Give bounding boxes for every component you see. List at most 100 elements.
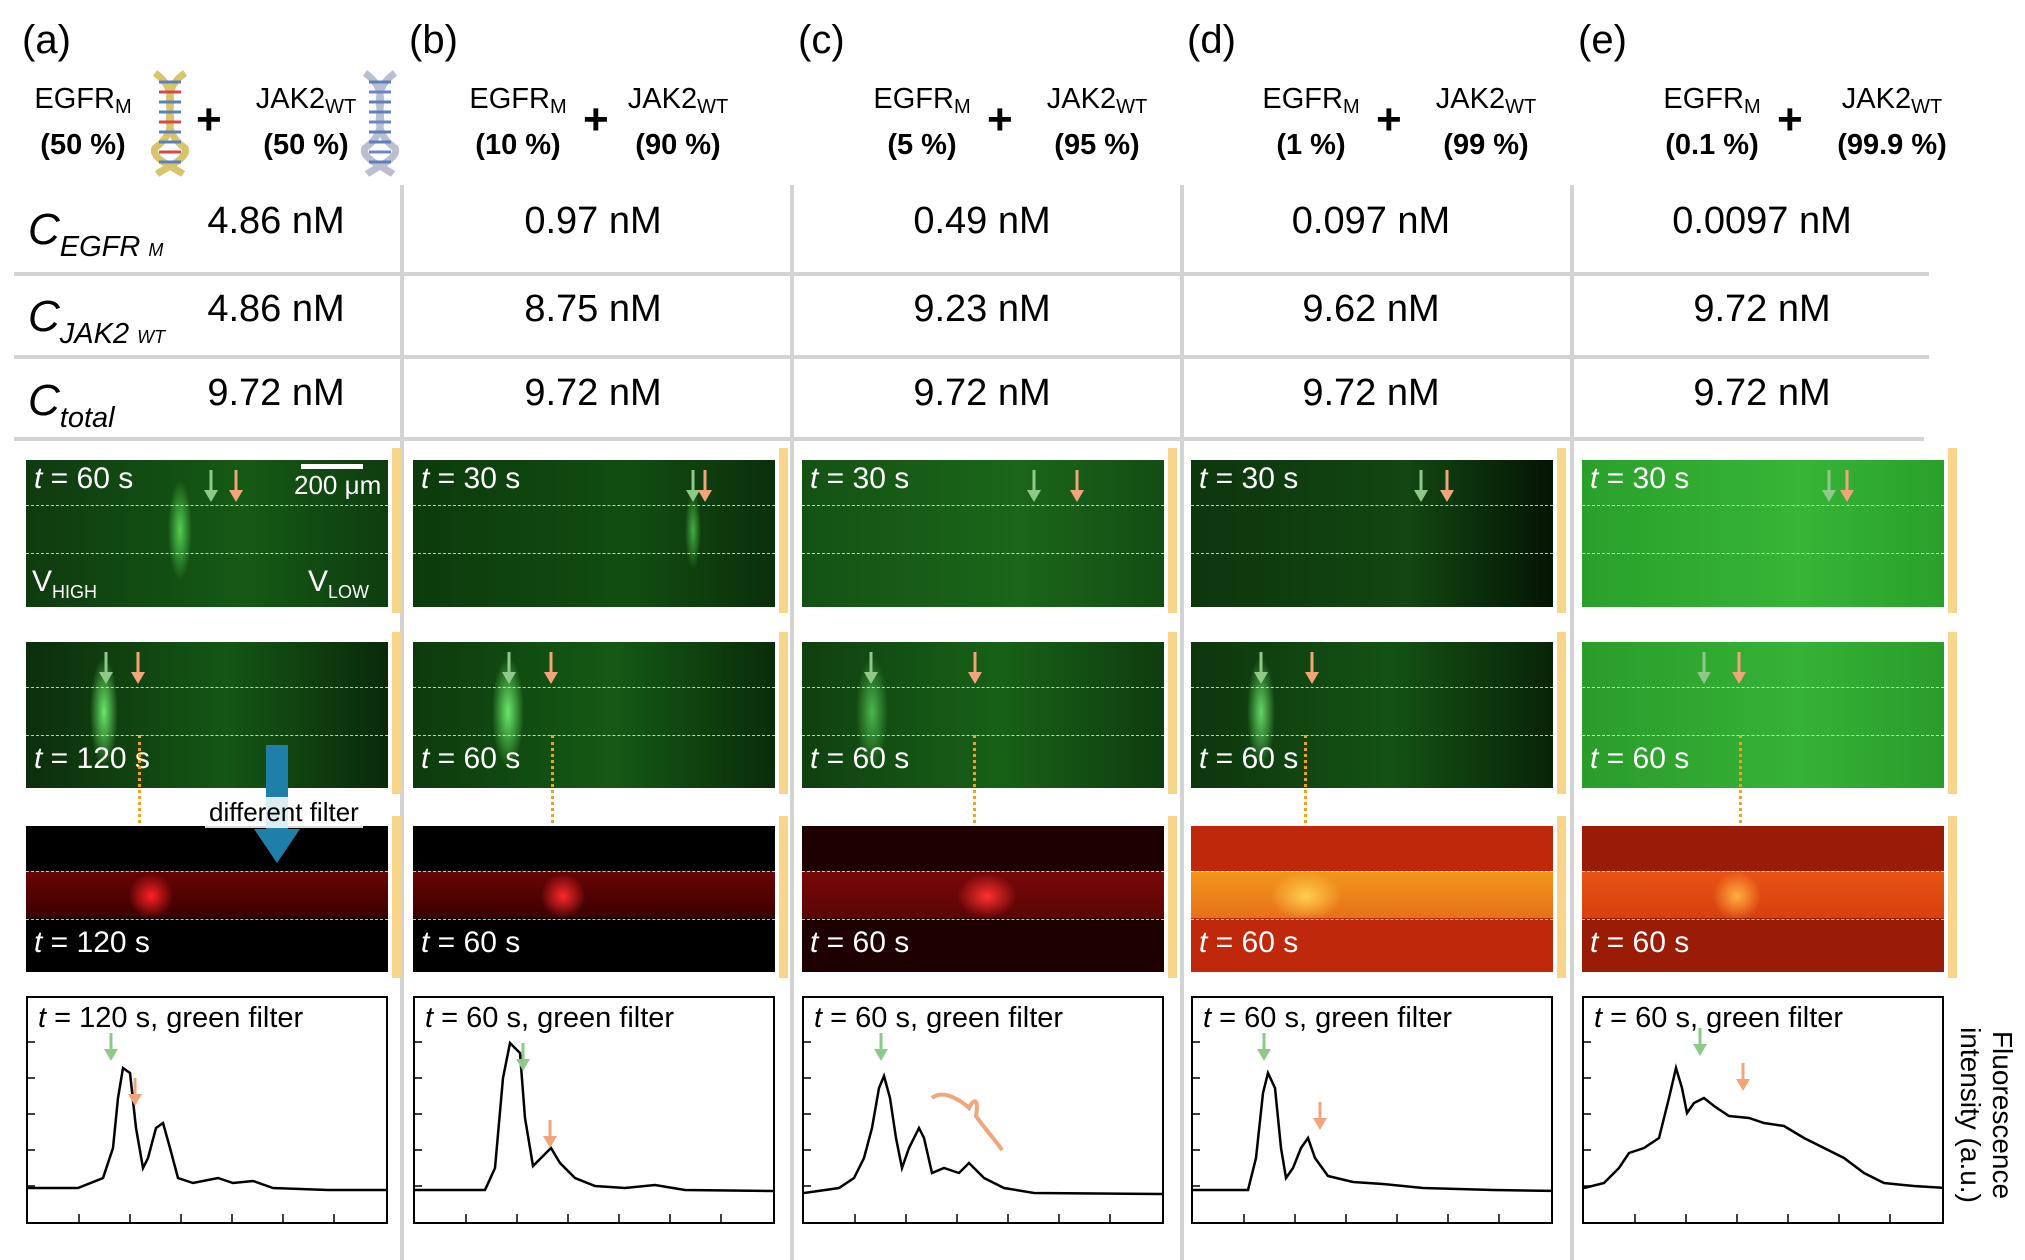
- c-egfr-row-label: CEGFR M: [28, 205, 164, 263]
- dna-helix-icon: [150, 70, 190, 177]
- c-total-row-label: Ctotal: [28, 376, 115, 434]
- intensity-profile-plot: t = 60 s, green filter: [413, 996, 775, 1224]
- channel-boundary: [26, 871, 388, 920]
- egfr-arrow-icon: [1822, 470, 1836, 502]
- jak2-wildtype-fraction: JAK2WT (90 %): [627, 83, 729, 161]
- time-label: t = 60 s: [421, 742, 521, 775]
- row-divider: [14, 272, 1929, 276]
- microscopy-image-green-early: t = 30 s: [1582, 460, 1944, 607]
- time-label: t = 60 s: [34, 462, 134, 495]
- jak2-arrow-icon: [1732, 652, 1746, 684]
- link-dotted-line: [1304, 735, 1307, 865]
- column-divider: [1570, 185, 1574, 1260]
- intensity-profile-plot: t = 120 s, green filter: [26, 996, 388, 1224]
- microscopy-image-red: t = 60 s: [413, 826, 775, 972]
- panel-letter: (e): [1578, 18, 1627, 62]
- c-egfr-value: 0.49 nM: [913, 200, 1051, 242]
- microscopy-image-red: t = 120 s: [26, 826, 388, 972]
- c-jak2-row-label: CJAK2 WT: [28, 292, 166, 350]
- channel-boundary: [413, 505, 775, 554]
- different-filter-label: different filter: [205, 797, 363, 828]
- channel-boundary: [1191, 871, 1553, 920]
- jak2-arrow-icon: [968, 652, 982, 684]
- column-divider: [400, 185, 404, 1260]
- plot-title: t = 60 s, green filter: [1594, 1002, 1844, 1034]
- egfr-peak-arrow-icon: [1693, 1028, 1707, 1056]
- scale-bar: [301, 464, 363, 469]
- c-egfr-value: 0.97 nM: [524, 200, 662, 242]
- dna-helix-icon: [360, 70, 400, 177]
- image-side-bar: [1948, 632, 1957, 794]
- time-label: t = 60 s: [1199, 926, 1299, 959]
- egfr-mutant-fraction: EGFRM (1 %): [1262, 83, 1360, 161]
- channel-boundary: [26, 505, 388, 554]
- time-label: t = 60 s: [810, 742, 910, 775]
- image-side-bar: [1557, 632, 1566, 794]
- microscopy-image-green: t = 120 s: [26, 642, 388, 788]
- column-divider: [1180, 185, 1184, 1260]
- jak2-region-bracket: [930, 1092, 1004, 1152]
- c-jak-value: 9.72 nM: [1693, 288, 1831, 330]
- image-side-bar: [779, 816, 788, 978]
- c-total-value: 9.72 nM: [207, 372, 345, 414]
- c-jak-value: 4.86 nM: [207, 288, 345, 330]
- plot-title: t = 60 s, green filter: [425, 1002, 675, 1034]
- panel-letter: (b): [409, 18, 458, 62]
- jak2-arrow-icon: [698, 470, 712, 502]
- c-egfr-value: 4.86 nM: [207, 200, 345, 242]
- channel-boundary: [1191, 505, 1553, 554]
- channel-boundary: [413, 871, 775, 920]
- c-total-value: 9.72 nM: [1302, 372, 1440, 414]
- image-side-bar: [1948, 816, 1957, 978]
- c-total-value: 9.72 nM: [524, 372, 662, 414]
- microscopy-image-red: t = 60 s: [802, 826, 1164, 972]
- c-jak-value: 8.75 nM: [524, 288, 662, 330]
- microscopy-image-red: t = 60 s: [1582, 826, 1944, 972]
- panel-letter: (a): [22, 18, 71, 62]
- egfr-mutant-fraction: EGFRM (0.1 %): [1663, 83, 1761, 161]
- c-jak-value: 9.62 nM: [1302, 288, 1440, 330]
- egfr-peak-arrow-icon: [516, 1043, 530, 1071]
- profile-line: [415, 1040, 773, 1193]
- image-side-bar: [1557, 448, 1566, 613]
- profile-line: [1584, 1063, 1942, 1190]
- time-label: t = 60 s: [421, 926, 521, 959]
- channel-boundary: [26, 687, 388, 736]
- y-axis-label: Fluorescence intensity (a.u.): [1955, 1027, 2018, 1203]
- egfr-arrow-icon: [1414, 470, 1428, 502]
- image-side-bar: [1168, 448, 1177, 613]
- intensity-profile-plot: t = 60 s, green filter: [1582, 996, 1944, 1224]
- egfr-arrow-icon: [1254, 652, 1268, 684]
- column-divider: [790, 185, 794, 1260]
- image-side-bar: [1168, 816, 1177, 978]
- c-egfr-value: 0.0097 nM: [1672, 200, 1852, 242]
- egfr-peak-arrow-icon: [104, 1033, 118, 1061]
- time-label: t = 30 s: [421, 462, 521, 495]
- egfr-mutant-fraction: EGFRM (5 %): [873, 83, 971, 161]
- profile-line: [1193, 1069, 1551, 1193]
- intensity-profile-plot: t = 60 s, green filter: [1191, 996, 1553, 1224]
- channel-boundary: [1582, 687, 1944, 736]
- jak2-arrow-icon: [1440, 470, 1454, 502]
- scale-bar-label: 200 μm: [294, 470, 382, 500]
- microscopy-image-green-early: t = 30 s: [413, 460, 775, 607]
- microscopy-image-green: t = 60 s: [1191, 642, 1553, 788]
- c-egfr-value: 0.097 nM: [1291, 200, 1451, 242]
- image-side-bar: [392, 448, 401, 613]
- c-total-value: 9.72 nM: [1693, 372, 1831, 414]
- link-dotted-line: [973, 735, 976, 865]
- profile-curve: [28, 1041, 386, 1222]
- time-label: t = 60 s: [1590, 926, 1690, 959]
- egfr-arrow-icon: [1697, 652, 1711, 684]
- time-label: t = 60 s: [1199, 742, 1299, 775]
- egfr-arrow-icon: [99, 652, 113, 684]
- c-total-value: 9.72 nM: [913, 372, 1051, 414]
- microscopy-image-green-early: t = 30 s: [1191, 460, 1553, 607]
- profile-line: [28, 1065, 386, 1192]
- time-label: t = 120 s: [34, 742, 150, 775]
- intensity-profile-plot: t = 60 s, green filter: [802, 996, 1164, 1224]
- profile-line: [804, 1072, 1162, 1196]
- jak2-wildtype-fraction: JAK2WT (50 %): [255, 83, 357, 161]
- image-side-bar: [1557, 816, 1566, 978]
- channel-boundary: [802, 687, 1164, 736]
